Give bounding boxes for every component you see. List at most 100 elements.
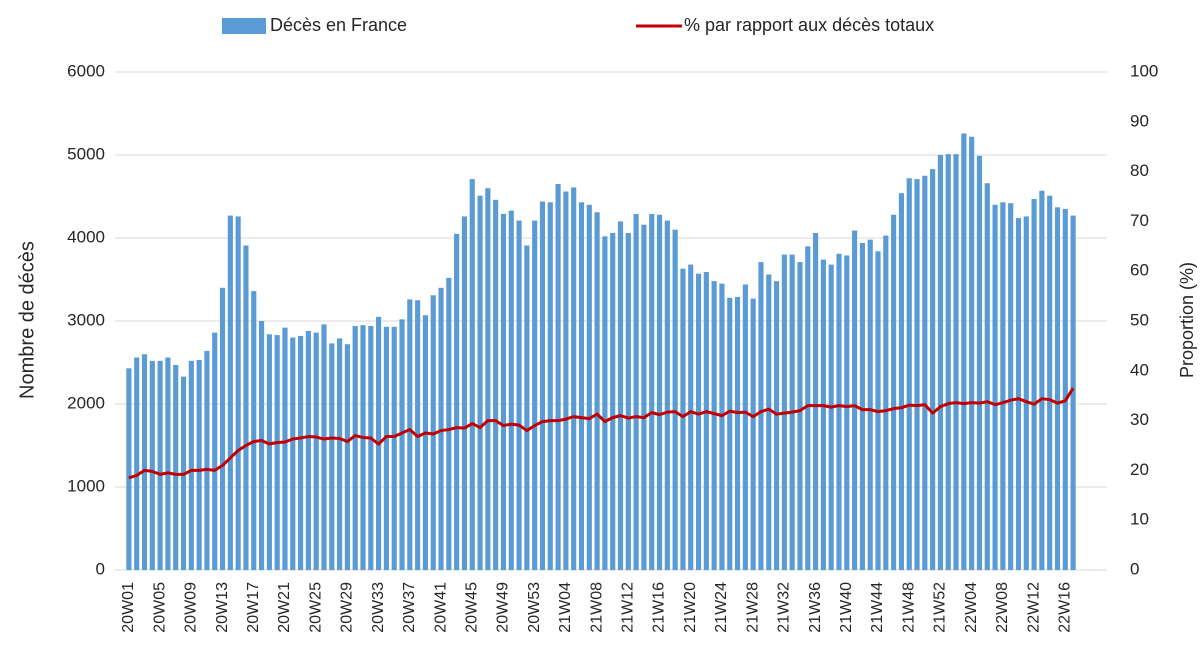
bar (602, 236, 608, 570)
bar (953, 154, 959, 571)
bar (641, 224, 647, 570)
bar (1008, 203, 1014, 570)
bar (594, 212, 600, 570)
y-axis-title: Nombre de décès (16, 241, 38, 399)
x-tick-label: 21W24 (713, 582, 730, 633)
bar (617, 221, 624, 570)
bar (734, 296, 741, 570)
bar (1039, 190, 1045, 570)
y2-tick-label: 90 (1130, 111, 1149, 130)
bar (711, 281, 717, 570)
bar (485, 188, 491, 570)
x-tick-label: 21W28 (744, 582, 761, 633)
bar (321, 324, 327, 570)
x-tick-label: 20W41 (432, 582, 449, 633)
bar (649, 213, 655, 570)
bar (867, 239, 873, 570)
bar (586, 204, 592, 571)
bar (571, 187, 577, 570)
bar (258, 321, 265, 570)
bar (992, 204, 998, 571)
x-tick-label: 20W49 (495, 582, 512, 633)
bar (134, 357, 140, 570)
bar (836, 253, 842, 570)
x-tick-label: 21W36 (807, 582, 824, 633)
bar (204, 350, 210, 570)
x-tick-label: 21W04 (557, 582, 574, 633)
x-tick-label: 21W52 (932, 582, 949, 633)
bar (1054, 207, 1061, 571)
bar (547, 202, 553, 570)
bar (688, 264, 694, 570)
bar (727, 297, 733, 570)
x-tick-label: 20W25 (307, 582, 324, 633)
bar (891, 214, 897, 570)
y-tick-label: 3000 (67, 310, 105, 329)
bar (976, 155, 983, 570)
bar (813, 233, 819, 570)
bar (563, 191, 569, 570)
bar (852, 230, 858, 570)
bar (297, 335, 304, 570)
bar (251, 291, 257, 570)
bar (1015, 218, 1022, 570)
bar (984, 183, 990, 570)
bar (664, 220, 670, 570)
bar (758, 262, 764, 570)
bar (1070, 215, 1076, 570)
bar (266, 334, 272, 570)
bar (282, 327, 288, 570)
y-tick-label: 1000 (67, 476, 105, 495)
bar (243, 245, 249, 570)
bar (219, 287, 226, 570)
bar (524, 245, 530, 570)
bar (797, 262, 803, 570)
bar (859, 242, 865, 571)
bar (961, 133, 967, 571)
bar (352, 325, 358, 570)
x-tick-label: 20W01 (120, 582, 137, 633)
legend-label: Décès en France (270, 15, 407, 35)
bar (633, 213, 639, 570)
bar (165, 357, 171, 570)
x-tick-label: 20W53 (526, 582, 543, 633)
y2-tick-label: 50 (1130, 310, 1149, 329)
bar (422, 315, 429, 570)
x-tick-label: 21W32 (776, 582, 793, 633)
bar (337, 338, 343, 570)
x-tick-label: 20W05 (151, 582, 168, 633)
bar (227, 215, 233, 570)
bar (532, 220, 538, 570)
bar (930, 169, 936, 571)
x-tick-label: 20W17 (245, 582, 262, 633)
y2-tick-label: 100 (1130, 61, 1158, 80)
bar (368, 325, 374, 570)
bar (399, 319, 405, 570)
bar (516, 220, 522, 570)
y2-tick-label: 70 (1130, 211, 1149, 230)
bar (329, 343, 335, 570)
bar (1031, 198, 1037, 571)
bar (141, 354, 148, 570)
bar (383, 326, 389, 570)
bar (969, 136, 975, 571)
y-tick-label: 5000 (67, 144, 105, 163)
x-tick-label: 20W21 (276, 582, 293, 633)
bar (290, 337, 296, 570)
x-tick-label: 20W29 (339, 582, 356, 633)
x-tick-label: 20W09 (183, 582, 200, 633)
y2-tick-label: 30 (1130, 410, 1149, 429)
line (128, 387, 1075, 480)
bar (906, 178, 912, 571)
bar (766, 274, 772, 570)
y2-tick-label: 10 (1130, 510, 1149, 529)
bar (446, 277, 452, 570)
bar (508, 210, 514, 571)
bar (126, 368, 132, 570)
legend-swatch (222, 18, 266, 34)
bar (274, 335, 280, 570)
bar (188, 360, 194, 570)
bar (407, 299, 413, 570)
bar (196, 360, 202, 570)
